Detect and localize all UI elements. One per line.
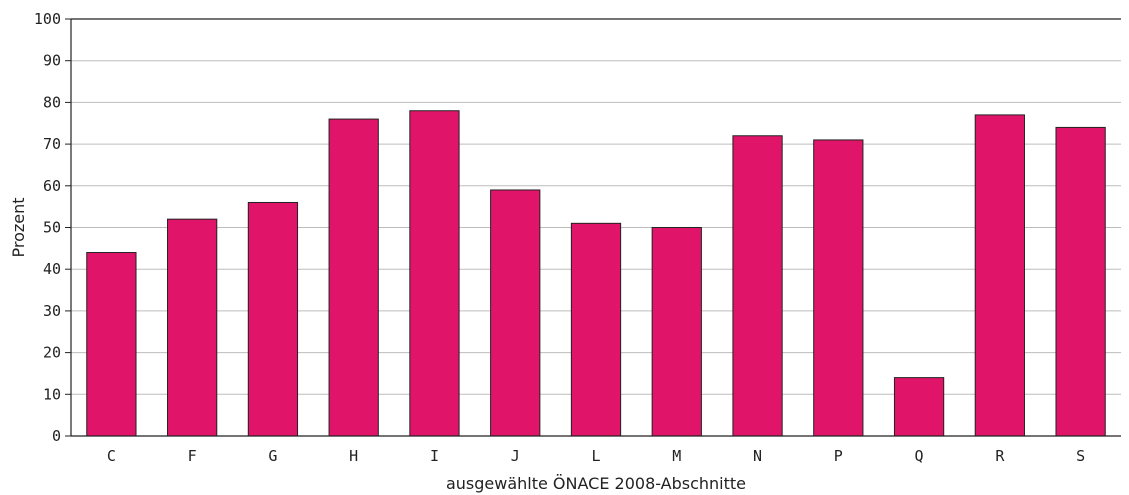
y-tick-label: 70	[43, 135, 61, 153]
bar-Q	[893, 377, 945, 437]
bar-R	[974, 114, 1025, 437]
y-tick-label: 10	[43, 385, 61, 403]
y-tick-label: 40	[43, 260, 61, 278]
x-tick-label: P	[834, 447, 843, 465]
x-tick-label: I	[430, 447, 439, 465]
x-tick-label: G	[268, 447, 277, 465]
x-tick-label: L	[591, 447, 600, 465]
y-tick-label: 30	[43, 302, 61, 320]
bar-J	[490, 189, 541, 437]
bar-F	[167, 218, 218, 437]
x-tick-label: J	[511, 447, 520, 465]
y-axis-title: Prozent	[9, 197, 28, 257]
bar-N	[732, 135, 783, 437]
bars	[86, 110, 1106, 437]
bar-L	[570, 222, 622, 437]
y-tick-label: 20	[43, 344, 61, 362]
y-tick-label: 80	[43, 93, 61, 111]
y-tick-label: 50	[43, 219, 61, 237]
bar-H	[328, 118, 379, 437]
y-tick-label: 0	[52, 427, 61, 445]
x-tick-label: C	[107, 447, 116, 465]
y-tick-label: 90	[43, 52, 61, 70]
bar-I	[409, 110, 460, 437]
x-axis-title: ausgewählte ÖNACE 2008-Abschnitte	[446, 474, 746, 493]
y-tick-labels: 0 10 20 30 40 50 60 70 80 90 100	[34, 10, 61, 445]
y-tick-label: 60	[43, 177, 61, 195]
x-tick-label: N	[753, 447, 762, 465]
y-tick-label: 100	[34, 10, 61, 28]
bar-G	[247, 201, 299, 437]
x-tick-label: M	[672, 447, 681, 465]
bar-C	[86, 252, 137, 437]
bar-P	[813, 139, 864, 437]
x-tick-label: Q	[915, 447, 924, 465]
x-tick-label: S	[1076, 447, 1085, 465]
x-tick-label: R	[995, 447, 1005, 465]
x-tick-label: H	[349, 447, 358, 465]
bar-M	[651, 227, 702, 437]
x-tick-label: F	[188, 447, 197, 465]
bar-S	[1055, 126, 1106, 437]
axes	[65, 18, 1121, 437]
